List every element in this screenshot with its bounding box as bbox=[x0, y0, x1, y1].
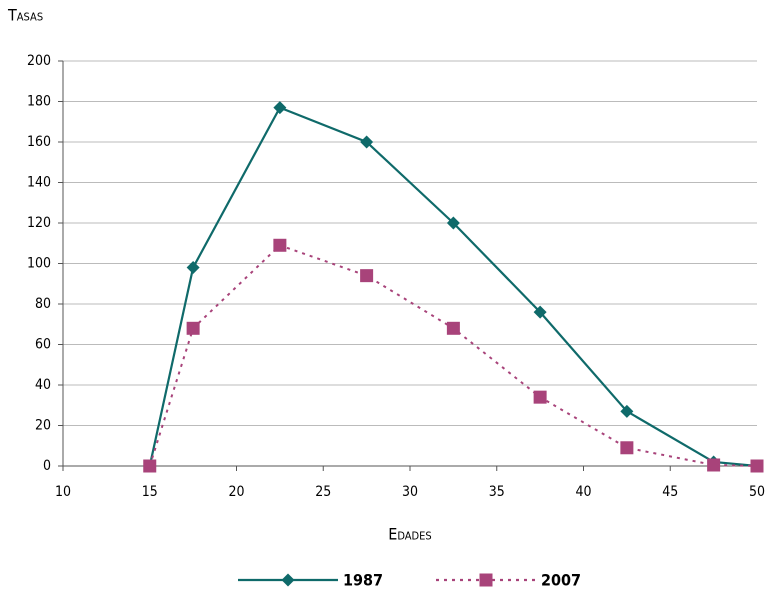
y-tick-label: 200 bbox=[27, 53, 51, 69]
x-tick-label: 35 bbox=[489, 484, 505, 500]
marker bbox=[360, 135, 374, 149]
marker bbox=[273, 101, 287, 115]
x-tick-label: 10 bbox=[55, 484, 71, 500]
y-tick-label: 80 bbox=[35, 296, 51, 312]
marker bbox=[186, 321, 200, 335]
x-tick-label: 50 bbox=[749, 484, 765, 500]
x-axis-label: Edades bbox=[388, 525, 431, 544]
marker bbox=[750, 459, 764, 473]
series-line bbox=[148, 106, 758, 468]
marker bbox=[273, 238, 287, 252]
y-axis-label: Tasas bbox=[7, 6, 43, 25]
marker bbox=[533, 390, 547, 404]
marker bbox=[533, 305, 547, 319]
marker bbox=[360, 269, 374, 283]
x-tick-label: 25 bbox=[315, 484, 331, 500]
x-tick-label: 20 bbox=[228, 484, 244, 500]
x-tick-label: 15 bbox=[142, 484, 158, 500]
legend-label: 2007 bbox=[541, 571, 581, 590]
x-tick-label: 45 bbox=[662, 484, 678, 500]
y-tick-label: 60 bbox=[35, 337, 51, 353]
y-tick-label: 20 bbox=[35, 418, 51, 434]
y-tick-label: 40 bbox=[35, 377, 51, 393]
y-tick-label: 0 bbox=[43, 458, 51, 474]
marker bbox=[186, 261, 200, 275]
legend-label: 1987 bbox=[343, 571, 383, 590]
marker bbox=[620, 441, 634, 455]
marker bbox=[281, 573, 295, 587]
x-tick-label: 40 bbox=[575, 484, 591, 500]
x-tick-label: 30 bbox=[402, 484, 418, 500]
y-tick-label: 160 bbox=[27, 134, 51, 150]
marker bbox=[143, 459, 157, 473]
marker bbox=[446, 321, 460, 335]
marker bbox=[707, 458, 721, 472]
y-tick-label: 120 bbox=[27, 215, 51, 231]
marker bbox=[479, 573, 493, 587]
marker bbox=[446, 216, 460, 230]
marker bbox=[620, 404, 634, 418]
y-tick-label: 180 bbox=[27, 94, 51, 110]
y-tick-label: 140 bbox=[27, 175, 51, 191]
y-tick-label: 100 bbox=[27, 256, 51, 272]
